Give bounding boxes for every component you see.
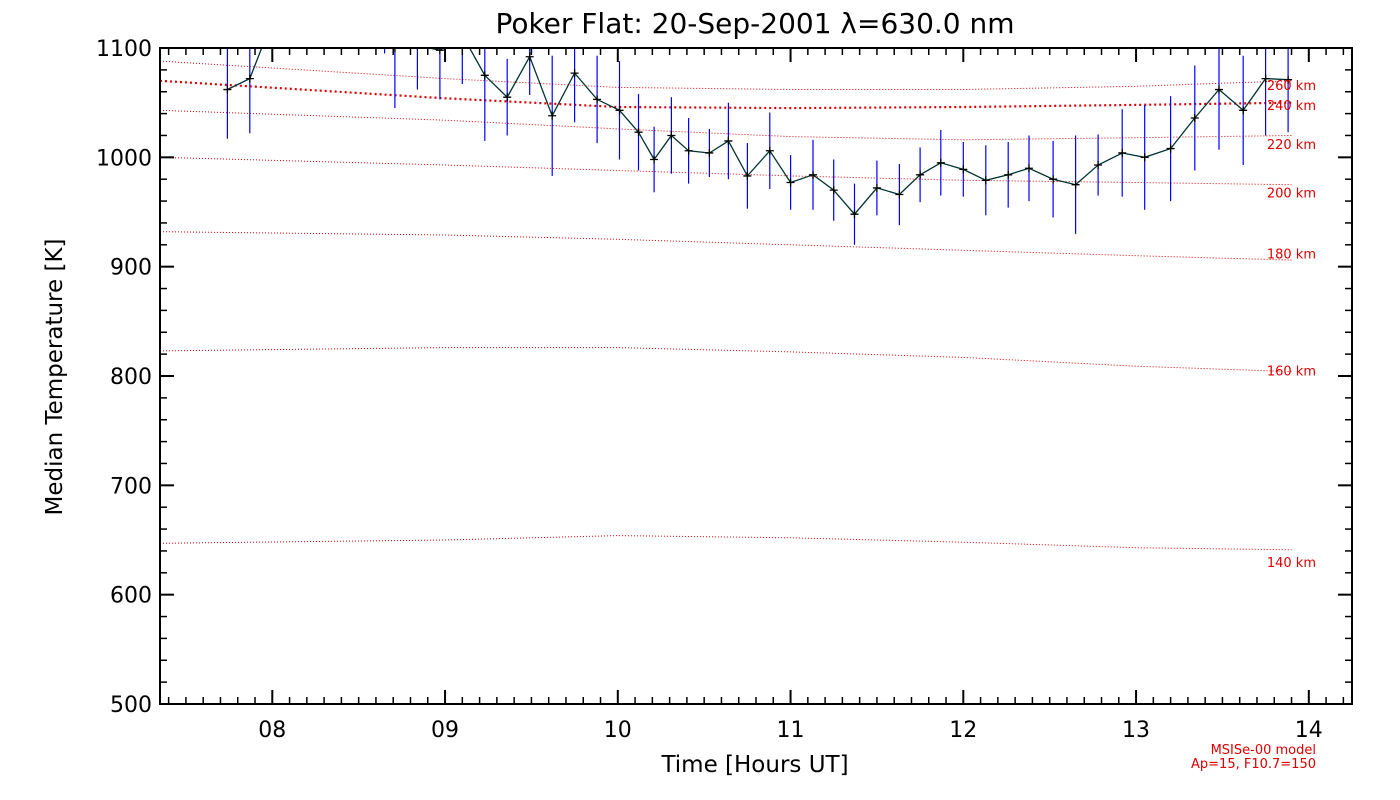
model-params-note: Ap=15, F10.7=150 — [1191, 757, 1316, 772]
data-point — [1094, 160, 1103, 169]
data-point — [872, 183, 881, 192]
data-point — [959, 165, 968, 174]
altitude-label: 140 km — [1267, 556, 1316, 571]
data-point — [358, 6, 366, 14]
data-point — [916, 170, 925, 179]
altitude-label: 200 km — [1267, 186, 1316, 201]
plot-frame — [159, 47, 1353, 705]
data-point — [981, 176, 990, 185]
data-point — [245, 74, 254, 83]
model-curve-240-km — [160, 79, 1292, 110]
altitude-label: 180 km — [1267, 248, 1316, 263]
data-point — [1214, 85, 1223, 94]
data-point — [480, 71, 489, 80]
data-point — [615, 106, 624, 115]
y-tick-label: 700 — [110, 474, 152, 499]
data-point — [743, 171, 752, 180]
data-point — [765, 146, 774, 155]
data-point — [381, 22, 389, 30]
data-point — [435, 48, 444, 55]
model-name-note: MSISe-00 model — [1211, 743, 1316, 758]
data-point — [1190, 113, 1199, 122]
data-point — [1140, 153, 1149, 162]
axis-ticks: 08 09 10 11 12 13 14 500 600 700 800 900 1000 1100 — [96, 37, 1352, 743]
x-tick-label: 10 — [604, 718, 632, 743]
altitude-label: 220 km — [1267, 138, 1316, 153]
model-curve-180-km — [160, 231, 1292, 261]
data-point — [525, 52, 534, 61]
data-point — [268, 17, 276, 25]
data-point — [1284, 75, 1293, 84]
data-point — [650, 155, 659, 164]
x-tick-label: 14 — [1295, 718, 1323, 743]
data-point — [634, 128, 643, 137]
data-point — [458, 31, 466, 39]
data-point — [809, 170, 818, 179]
data-series — [223, 0, 1293, 245]
data-point — [593, 95, 602, 104]
altitude-label: 240 km — [1267, 99, 1316, 114]
data-point — [1239, 106, 1248, 115]
model-curve-260-km — [160, 60, 1292, 90]
data-point — [1024, 164, 1033, 173]
data-point — [1004, 170, 1013, 179]
data-point — [786, 178, 795, 187]
data-point — [548, 111, 557, 120]
y-tick-label: 500 — [110, 693, 152, 718]
data-point — [1118, 148, 1127, 157]
data-point — [850, 210, 859, 219]
data-point — [829, 186, 838, 195]
data-point — [223, 85, 232, 94]
y-tick-label: 1100 — [96, 37, 152, 62]
data-point — [1071, 180, 1080, 189]
y-tick-label: 600 — [110, 584, 152, 609]
y-tick-label: 900 — [110, 256, 152, 281]
x-tick-label: 12 — [949, 718, 977, 743]
altitude-label: 260 km — [1267, 79, 1316, 94]
data-point — [705, 148, 714, 157]
data-point — [936, 158, 945, 167]
data-point — [291, 11, 299, 19]
data-point — [390, 48, 399, 52]
data-point — [503, 93, 512, 102]
altitude-label: 160 km — [1267, 365, 1316, 380]
data-point — [1261, 74, 1270, 83]
y-axis-label: Median Temperature [K] — [42, 239, 68, 516]
x-tick-label: 13 — [1122, 718, 1150, 743]
temperature-line — [227, 48, 1289, 216]
y-tick-label: 800 — [110, 365, 152, 390]
data-point — [570, 69, 579, 78]
data-point — [667, 131, 676, 140]
data-point — [1166, 144, 1175, 153]
model-curve-160-km — [160, 347, 1292, 373]
x-tick-label: 08 — [258, 718, 286, 743]
model-curve-140-km — [160, 535, 1292, 551]
x-tick-label: 11 — [777, 718, 805, 743]
x-axis-label: Time [Hours UT] — [660, 752, 848, 778]
data-point — [313, 6, 321, 14]
y-tick-label: 1000 — [96, 146, 152, 171]
model-curve-220-km — [160, 109, 1292, 141]
data-point — [724, 136, 733, 145]
chart-title: Poker Flat: 20-Sep-2001 λ=630.0 nm — [495, 7, 1014, 40]
data-point — [1049, 175, 1058, 184]
data-point — [684, 146, 693, 155]
x-tick-label: 09 — [431, 718, 459, 743]
data-point — [895, 190, 904, 199]
data-point — [336, 0, 344, 8]
